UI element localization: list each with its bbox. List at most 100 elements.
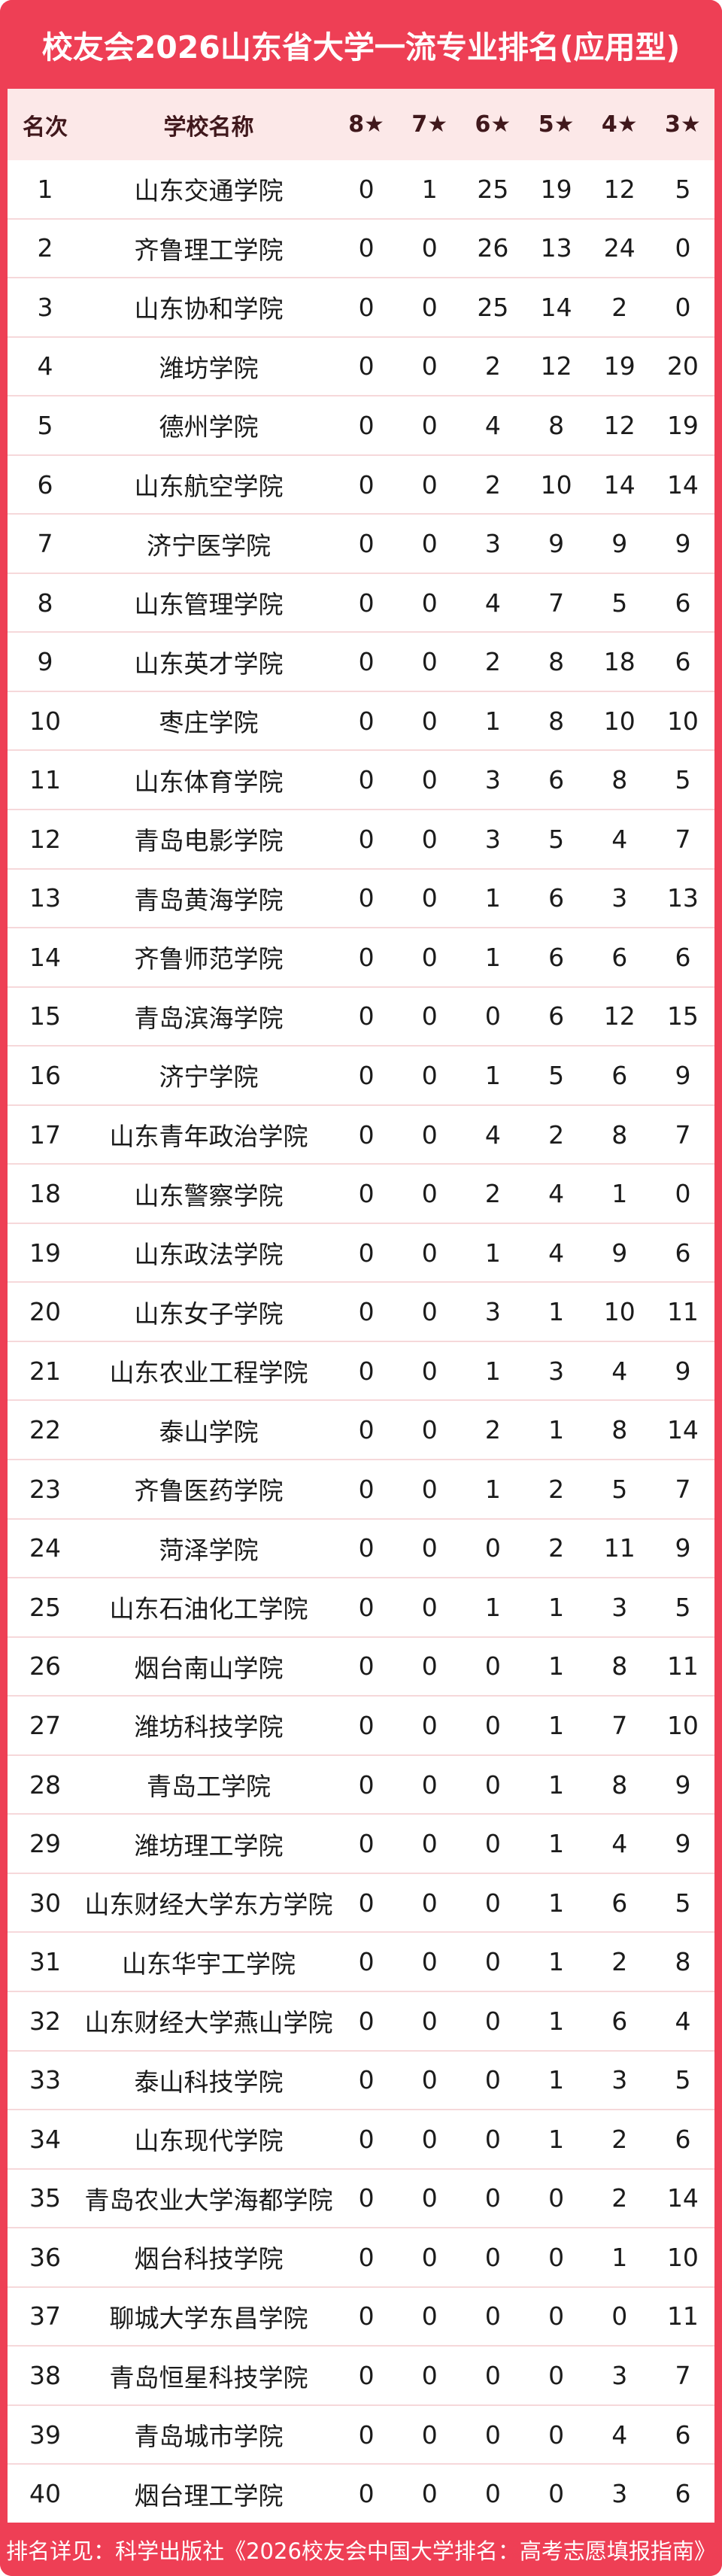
star-6-cell: 0 [484,1947,501,1977]
star-4-cell: 18 [603,647,636,677]
star-3-cell: 6 [675,2479,691,2509]
star-8-cell: 0 [358,2361,375,2390]
star-3-cell: 7 [675,824,691,854]
star-8-cell: 0 [358,2006,375,2036]
star-6-cell: 2 [484,1179,501,1209]
table-row: 32 山东财经大学燕山学院 0 0 0 1 6 4 [8,1992,714,2052]
star-8-cell: 0 [358,883,375,913]
school-name-cell: 山东石油化工学院 [109,1594,308,1624]
school-name-cell: 山东协和学院 [134,294,284,324]
table-row: 29 潍坊理工学院 0 0 0 1 4 9 [8,1815,714,1874]
star-5-cell: 1 [548,2006,565,2036]
star-4-cell: 24 [603,233,636,263]
star-5-cell: 1 [548,1415,565,1445]
star-8-cell: 0 [358,2242,375,2272]
star-4-cell: 8 [611,1651,628,1681]
star-4-cell: 1 [611,2242,628,2272]
star-7-cell: 0 [421,765,438,795]
school-name-cell: 山东管理学院 [134,590,284,620]
star-4-cell: 5 [611,588,628,618]
star-5-cell: 9 [548,529,565,559]
rank-cell: 5 [37,410,53,440]
table-row: 5 德州学院 0 0 4 8 12 19 [8,396,714,456]
star-8-cell: 0 [358,824,375,854]
star-3-cell: 5 [675,1592,691,1622]
star-8-cell: 0 [358,410,375,440]
star-7-cell: 0 [421,233,438,263]
star-4-cell: 6 [611,2006,628,2036]
star-4-cell: 10 [603,1297,636,1327]
star-5-cell: 4 [548,1179,565,1209]
rank-cell: 21 [29,1356,61,1386]
table-row: 20 山东女子学院 0 0 3 1 10 11 [8,1283,714,1342]
rank-cell: 25 [29,1592,61,1622]
star-7-cell: 0 [421,2065,438,2095]
table-row: 3 山东协和学院 0 0 25 14 2 0 [8,278,714,338]
star-8-cell: 0 [358,765,375,795]
footer-banner: 排名详见：科学出版社《2026校友会中国大学排名：高考志愿填报指南》 [0,2523,722,2576]
star-4-cell: 19 [603,351,636,381]
star-5-cell: 1 [548,1297,565,1327]
rank-cell: 39 [29,2420,61,2450]
school-name-cell: 枣庄学院 [159,708,259,738]
star-3-cell: 0 [675,233,691,263]
table-row: 30 山东财经大学东方学院 0 0 0 1 6 5 [8,1874,714,1934]
star-8-cell: 0 [358,529,375,559]
rank-cell: 11 [29,765,61,795]
school-name-cell: 山东英才学院 [134,649,284,679]
star-5-cell: 8 [548,647,565,677]
rank-cell: 10 [29,706,61,736]
star-4-cell: 6 [611,942,628,972]
star-6-cell: 3 [484,1297,501,1327]
star-8-cell: 0 [358,1888,375,1918]
star-4-cell: 1 [611,1179,628,1209]
column-header-8star: 8★ [348,111,384,138]
star-6-cell: 0 [484,2301,501,2331]
star-3-cell: 9 [675,1533,691,1563]
rank-cell: 33 [29,2065,61,2095]
star-6-cell: 2 [484,469,501,500]
star-4-cell: 10 [603,706,636,736]
star-3-cell: 0 [675,292,691,322]
table-row: 14 齐鲁师范学院 0 0 1 6 6 6 [8,928,714,988]
rank-cell: 26 [29,1651,61,1681]
star-4-cell: 4 [611,1829,628,1859]
star-4-cell: 2 [611,1947,628,1977]
star-7-cell: 0 [421,824,438,854]
star-6-cell: 2 [484,351,501,381]
star-3-cell: 20 [666,351,699,381]
star-3-cell: 9 [675,1356,691,1386]
school-name-cell: 济宁学院 [159,1062,259,1092]
star-7-cell: 0 [421,351,438,381]
star-6-cell: 0 [484,2124,501,2154]
rank-cell: 20 [29,1297,61,1327]
star-4-cell: 4 [611,2420,628,2450]
star-8-cell: 0 [358,351,375,381]
school-name-cell: 山东财经大学东方学院 [84,1890,333,1920]
column-header-6star: 6★ [475,111,511,138]
rank-cell: 12 [29,824,61,854]
table-row: 16 济宁学院 0 0 1 5 6 9 [8,1046,714,1106]
star-7-cell: 0 [421,469,438,500]
school-name-cell: 山东华宇工学院 [122,1949,296,1979]
star-6-cell: 3 [484,765,501,795]
page-title: 校友会2026山东省大学一流专业排名(应用型) [41,29,681,65]
star-3-cell: 14 [666,2183,699,2213]
star-4-cell: 2 [611,292,628,322]
school-name-cell: 烟台科技学院 [134,2244,284,2274]
table-header-row: 名次 学校名称 8★ 7★ 6★ 5★ 4★ 3★ [8,89,714,160]
star-5-cell: 0 [548,2301,565,2331]
rank-cell: 7 [37,529,53,559]
star-3-cell: 7 [675,1119,691,1150]
star-3-cell: 6 [675,1238,691,1268]
star-5-cell: 5 [548,1060,565,1090]
star-5-cell: 2 [548,1119,565,1150]
star-7-cell: 0 [421,883,438,913]
school-name-cell: 菏泽学院 [159,1535,259,1565]
star-6-cell: 0 [484,2420,501,2450]
star-3-cell: 9 [675,1769,691,1800]
school-name-cell: 山东现代学院 [134,2126,284,2156]
table-row: 10 枣庄学院 0 0 1 8 10 10 [8,692,714,752]
star-4-cell: 0 [611,2301,628,2331]
star-8-cell: 0 [358,1769,375,1800]
